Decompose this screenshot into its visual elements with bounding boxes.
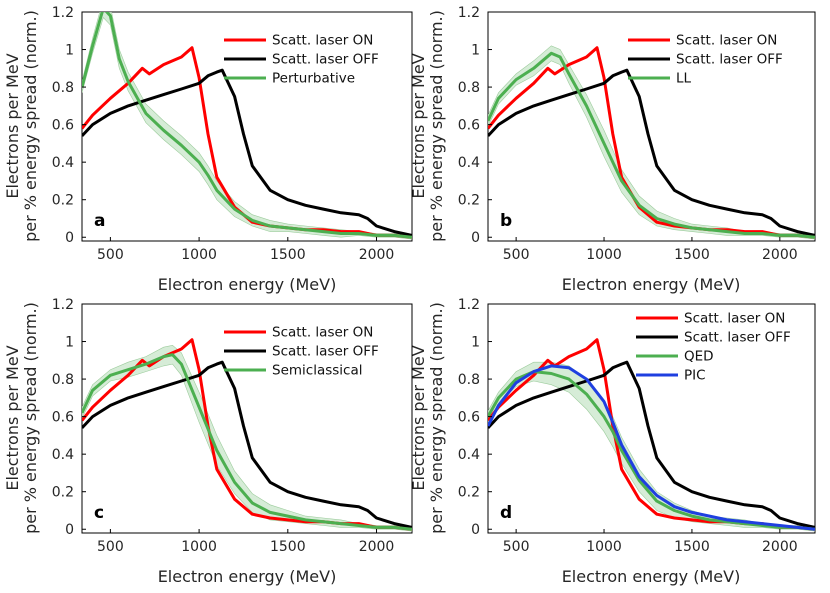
- y-tick-label: 0.2: [458, 485, 480, 501]
- x-tick-label: 500: [503, 247, 530, 263]
- legend-label: QED: [684, 349, 714, 365]
- y-tick-label: 1: [471, 335, 480, 351]
- y-tick-label: 1.2: [52, 5, 74, 21]
- y-tick-label: 0.6: [458, 410, 480, 426]
- panel-b: 500 1000 1500 2000 0 0.2 0.4 0.6 0.8 1 1.2 b Elect…: [409, 5, 816, 294]
- y-tick-label: 0.2: [458, 193, 480, 209]
- series-line: [82, 12, 412, 239]
- y-tick-label: 0: [65, 522, 74, 538]
- y-tick-label: 0.4: [458, 155, 480, 171]
- y-tick-label: 1.2: [458, 5, 480, 21]
- legend: Scatt. laser ON Scatt. laser OFF Semicla…: [224, 325, 379, 379]
- x-tick-label: 500: [97, 247, 124, 263]
- legend: Scatt. laser ON Scatt. laser OFF Perturb…: [224, 33, 379, 87]
- x-tick-label: 1500: [674, 247, 710, 263]
- x-tick-label: 1000: [181, 539, 217, 555]
- y-axis-title-line2: per % energy spread (norm.): [21, 10, 40, 242]
- x-axis-title: Electron energy (MeV): [562, 275, 741, 294]
- y-tick-label: 0.4: [52, 447, 74, 463]
- series-line: [488, 370, 815, 531]
- y-tick-label: 0.2: [52, 193, 74, 209]
- x-tick-label: 2000: [359, 247, 395, 263]
- y-tick-label: 0.8: [52, 372, 74, 388]
- series-band: [488, 45, 815, 240]
- legend-label: Scatt. laser OFF: [684, 330, 791, 346]
- x-tick-label: 1500: [674, 539, 710, 555]
- y-tick-label: 1.2: [52, 297, 74, 313]
- legend-label: Perturbative: [272, 71, 355, 87]
- series-line: [82, 360, 412, 529]
- y-tick-label: 0: [471, 522, 480, 538]
- x-tick-label: 1000: [181, 247, 217, 263]
- y-tick-label: 0.4: [458, 447, 480, 463]
- legend-label: Scatt. laser ON: [272, 325, 373, 341]
- y-axis-title-line2: per % energy spread (norm.): [427, 302, 446, 534]
- x-tick-label: 1500: [270, 539, 306, 555]
- series-line: [488, 364, 815, 531]
- panel-label: d: [500, 503, 512, 523]
- plot-area: [81, 11, 413, 242]
- panel-d: 500 1000 1500 2000 0 0.2 0.4 0.6 0.8 1 1.2 d Elect…: [409, 297, 816, 586]
- y-tick-label: 0.8: [458, 372, 480, 388]
- y-tick-label: 0.2: [52, 485, 74, 501]
- y-tick-label: 1: [471, 43, 480, 59]
- x-tick-label: 2000: [762, 247, 798, 263]
- legend-label: PIC: [684, 368, 706, 384]
- y-axis-title-line1: Electrons per MeV: [409, 53, 428, 198]
- panel-a: 500 1000 1500 2000 0 0.2 0.4 0.6 0.8 1 1.2 a Elect…: [3, 5, 413, 294]
- y-tick-label: 0.6: [52, 410, 74, 426]
- y-tick-label: 0.4: [52, 155, 74, 171]
- x-tick-label: 500: [97, 539, 124, 555]
- y-tick-label: 0.8: [52, 80, 74, 96]
- panel-label: a: [94, 211, 105, 231]
- series-line: [488, 360, 815, 529]
- y-axis-title-line2: per % energy spread (norm.): [21, 302, 40, 534]
- x-tick-label: 2000: [762, 539, 798, 555]
- y-tick-label: 1.2: [458, 297, 480, 313]
- y-tick-label: 1: [65, 43, 74, 59]
- y-tick-label: 0.6: [52, 118, 74, 134]
- x-axis-title: Electron energy (MeV): [562, 567, 741, 586]
- legend-label: Scatt. laser OFF: [676, 52, 783, 68]
- y-axis-title-line1: Electrons per MeV: [409, 345, 428, 490]
- legend-label: Scatt. laser OFF: [272, 52, 379, 68]
- legend-label: Scatt. laser ON: [676, 33, 777, 49]
- legend: Scatt. laser ON Scatt. laser OFF LL: [628, 33, 783, 87]
- x-tick-label: 1000: [586, 247, 622, 263]
- series-line: [82, 46, 412, 239]
- legend-label: Scatt. laser ON: [272, 33, 373, 49]
- series-line: [82, 68, 412, 237]
- x-axis-title: Electron energy (MeV): [158, 567, 337, 586]
- x-axis-title: Electron energy (MeV): [158, 275, 337, 294]
- y-axis-title-line2: per % energy spread (norm.): [427, 10, 446, 242]
- y-axis-title-line1: Electrons per MeV: [3, 53, 22, 198]
- y-tick-label: 0: [471, 230, 480, 246]
- y-tick-label: 1: [65, 335, 74, 351]
- series-band: [82, 344, 412, 532]
- y-tick-label: 0: [65, 230, 74, 246]
- y-axis-title-line1: Electrons per MeV: [3, 345, 22, 490]
- panel-c: 500 1000 1500 2000 0 0.2 0.4 0.6 0.8 1 1.2 c Elect…: [3, 297, 413, 586]
- series-line: [488, 46, 815, 239]
- x-tick-label: 1000: [586, 539, 622, 555]
- panel-label: c: [94, 503, 104, 523]
- legend-label: Scatt. laser ON: [684, 311, 785, 327]
- x-tick-label: 500: [503, 539, 530, 555]
- legend-label: Semiclassical: [272, 363, 363, 379]
- panel-label: b: [500, 211, 512, 231]
- series-line: [82, 353, 412, 531]
- legend: Scatt. laser ON Scatt. laser OFF QED PIC: [636, 311, 791, 384]
- series-line: [488, 51, 815, 239]
- x-tick-label: 2000: [359, 539, 395, 555]
- series-line: [488, 68, 815, 237]
- x-tick-label: 1500: [270, 247, 306, 263]
- plot-area: [487, 11, 816, 242]
- y-tick-label: 0.6: [458, 118, 480, 134]
- legend-label: Scatt. laser OFF: [272, 344, 379, 360]
- y-tick-label: 0.8: [458, 80, 480, 96]
- legend-label: LL: [676, 71, 692, 87]
